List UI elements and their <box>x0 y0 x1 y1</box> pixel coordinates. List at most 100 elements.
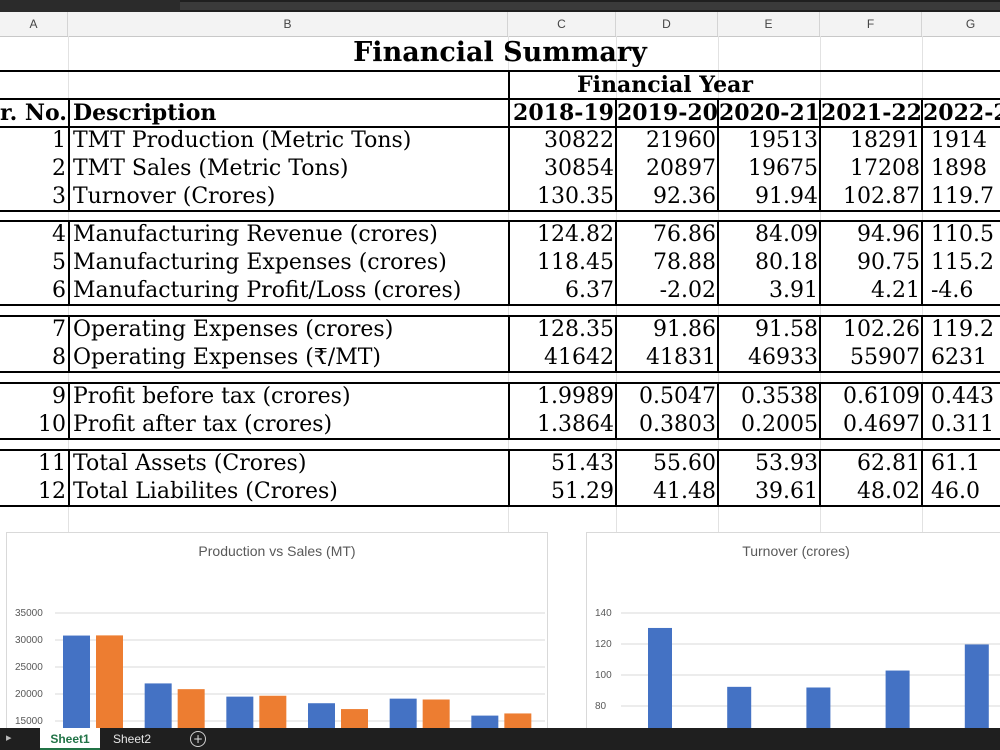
column-header-e[interactable]: E <box>718 12 820 36</box>
row-value-cell[interactable]: 20897 <box>646 156 716 181</box>
row-value-cell[interactable]: 30822 <box>544 128 614 153</box>
row-value-cell[interactable]: 0.5047 <box>639 384 716 409</box>
row-value-cell[interactable]: 55.60 <box>653 451 716 476</box>
row-value-cell[interactable]: -2.02 <box>659 278 716 303</box>
row-value-cell[interactable]: 41831 <box>646 345 716 370</box>
row-value-cell[interactable]: 130.35 <box>537 184 614 209</box>
row-value-cell[interactable]: 6231 <box>931 345 987 370</box>
row-value-cell[interactable]: 0.311 <box>931 412 994 437</box>
row-value-cell[interactable]: 55907 <box>850 345 920 370</box>
row-sr-no[interactable]: 10 <box>38 412 66 437</box>
row-description[interactable]: Manufacturing Revenue (crores) <box>73 222 438 247</box>
row-value-cell[interactable]: 91.58 <box>755 317 818 342</box>
row-value-cell[interactable]: 51.29 <box>551 479 614 504</box>
row-value-cell[interactable]: 21960 <box>646 128 716 153</box>
row-value-cell[interactable]: 51.43 <box>551 451 614 476</box>
chart-production-vs-sales[interactable]: Production vs Sales (MT) 100001500020000… <box>6 532 548 728</box>
row-value-cell[interactable]: 18291 <box>850 128 920 153</box>
row-value-cell[interactable]: 124.82 <box>537 222 614 247</box>
row-value-cell[interactable]: 1914 <box>931 128 987 153</box>
row-value-cell[interactable]: 46933 <box>748 345 818 370</box>
row-sr-no[interactable]: 5 <box>52 250 66 275</box>
row-value-cell[interactable]: 92.36 <box>653 184 716 209</box>
tab-sheet1[interactable]: Sheet1 <box>40 728 100 750</box>
row-sr-no[interactable]: 8 <box>52 345 66 370</box>
column-header-b[interactable]: B <box>68 12 508 36</box>
row-description[interactable]: Operating Expenses (crores) <box>73 317 394 342</box>
row-value-cell[interactable]: 115.2 <box>931 250 994 275</box>
row-value-cell[interactable]: 0.4697 <box>843 412 920 437</box>
row-value-cell[interactable]: 61.1 <box>931 451 980 476</box>
row-value-cell[interactable]: 41642 <box>544 345 614 370</box>
row-value-cell[interactable]: 91.94 <box>755 184 818 209</box>
row-value-cell[interactable]: 1.9989 <box>537 384 614 409</box>
formula-bar[interactable] <box>180 2 1000 10</box>
row-value-cell[interactable]: 3.91 <box>769 278 818 303</box>
row-value-cell[interactable]: 102.26 <box>843 317 920 342</box>
row-value-cell[interactable]: 102.87 <box>843 184 920 209</box>
row-sr-no[interactable]: 4 <box>52 222 66 247</box>
bar <box>727 686 752 728</box>
tab-scroll-icon[interactable]: ▸ <box>6 731 12 744</box>
row-description[interactable]: Profit after tax (crores) <box>73 412 333 437</box>
row-description[interactable]: Total Assets (Crores) <box>73 451 307 476</box>
row-value-cell[interactable]: 19675 <box>748 156 818 181</box>
row-value-cell[interactable]: 6.37 <box>565 278 614 303</box>
row-sr-no[interactable]: 9 <box>52 384 66 409</box>
row-value-cell[interactable]: 91.86 <box>653 317 716 342</box>
column-header-g[interactable]: G <box>922 12 1000 36</box>
row-value-cell[interactable]: 4.21 <box>871 278 920 303</box>
row-value-cell[interactable]: 19513 <box>748 128 818 153</box>
chart-turnover[interactable]: Turnover (crores) 6080100120140 <box>586 532 1000 728</box>
row-description[interactable]: Manufacturing Expenses (crores) <box>73 250 447 275</box>
row-value-cell[interactable]: 0.6109 <box>843 384 920 409</box>
row-value-cell[interactable]: 46.0 <box>931 479 980 504</box>
row-sr-no[interactable]: 2 <box>52 156 66 181</box>
column-header-f[interactable]: F <box>820 12 922 36</box>
row-value-cell[interactable]: 0.443 <box>931 384 994 409</box>
row-description[interactable]: Manufacturing Profit/Loss (crores) <box>73 278 462 303</box>
row-sr-no[interactable]: 11 <box>38 451 66 476</box>
row-value-cell[interactable]: 110.5 <box>931 222 994 247</box>
row-value-cell[interactable]: 76.86 <box>653 222 716 247</box>
row-value-cell[interactable]: 119.7 <box>931 184 994 209</box>
row-value-cell[interactable]: 48.02 <box>857 479 920 504</box>
row-value-cell[interactable]: 78.88 <box>653 250 716 275</box>
row-value-cell[interactable]: 90.75 <box>857 250 920 275</box>
row-value-cell[interactable]: 94.96 <box>857 222 920 247</box>
row-value-cell[interactable]: 119.2 <box>931 317 994 342</box>
row-description[interactable]: TMT Sales (Metric Tons) <box>73 156 349 181</box>
column-header-a[interactable]: A <box>0 12 68 36</box>
row-sr-no[interactable]: 12 <box>38 479 66 504</box>
row-description[interactable]: Profit before tax (crores) <box>73 384 351 409</box>
row-value-cell[interactable]: 41.48 <box>653 479 716 504</box>
row-description[interactable]: TMT Production (Metric Tons) <box>73 128 412 153</box>
worksheet[interactable]: Financial Summary Financial Year r. No. … <box>0 36 1000 728</box>
row-value-cell[interactable]: 80.18 <box>755 250 818 275</box>
row-value-cell[interactable]: 53.93 <box>755 451 818 476</box>
tab-sheet2[interactable]: Sheet2 <box>112 732 152 746</box>
row-value-cell[interactable]: 84.09 <box>755 222 818 247</box>
row-value-cell[interactable]: 62.81 <box>857 451 920 476</box>
row-sr-no[interactable]: 1 <box>52 128 66 153</box>
add-sheet-icon[interactable]: + <box>190 731 206 747</box>
column-header-c[interactable]: C <box>508 12 616 36</box>
row-value-cell[interactable]: 30854 <box>544 156 614 181</box>
row-value-cell[interactable]: 1.3864 <box>537 412 614 437</box>
row-description[interactable]: Operating Expenses (₹/MT) <box>73 345 381 370</box>
row-sr-no[interactable]: 3 <box>52 184 66 209</box>
row-value-cell[interactable]: 1898 <box>931 156 987 181</box>
row-value-cell[interactable]: 0.3538 <box>741 384 818 409</box>
row-value-cell[interactable]: 128.35 <box>537 317 614 342</box>
row-description[interactable]: Turnover (Crores) <box>73 184 276 209</box>
row-value-cell[interactable]: -4.6 <box>931 278 974 303</box>
row-value-cell[interactable]: 39.61 <box>755 479 818 504</box>
row-value-cell[interactable]: 0.2005 <box>741 412 818 437</box>
row-sr-no[interactable]: 7 <box>52 317 66 342</box>
column-header-d[interactable]: D <box>616 12 718 36</box>
row-value-cell[interactable]: 17208 <box>850 156 920 181</box>
row-value-cell[interactable]: 118.45 <box>537 250 614 275</box>
row-description[interactable]: Total Liabilites (Crores) <box>73 479 338 504</box>
row-sr-no[interactable]: 6 <box>52 278 66 303</box>
row-value-cell[interactable]: 0.3803 <box>639 412 716 437</box>
